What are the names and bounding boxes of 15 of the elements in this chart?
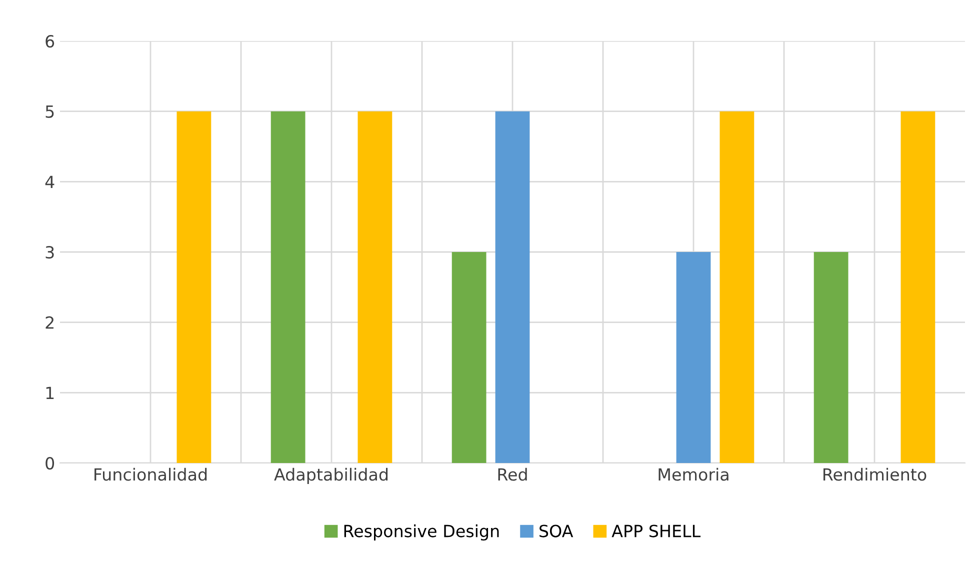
y-tick-label: 6 bbox=[46, 34, 54, 48]
x-tick-label: Memoria bbox=[658, 468, 728, 481]
y-tick-label: 2 bbox=[46, 316, 54, 329]
x-tick-label: Funcionalidad bbox=[94, 468, 207, 481]
y-tick-label: 0 bbox=[46, 456, 54, 470]
legend-label: SOA bbox=[540, 524, 574, 538]
y-tick-label: 5 bbox=[46, 106, 54, 118]
y-tick-label: 3 bbox=[46, 246, 54, 259]
legend-label: Responsive Design bbox=[344, 524, 499, 541]
legend-label: APP SHELL bbox=[612, 524, 701, 538]
x-tick-label: Adaptabilidad bbox=[274, 468, 388, 484]
x-tick-label: Rendimiento bbox=[824, 468, 926, 481]
y-tick-label: 4 bbox=[45, 176, 54, 188]
x-tick-label: Red bbox=[498, 468, 527, 481]
y-tick-label: 1 bbox=[46, 386, 54, 399]
